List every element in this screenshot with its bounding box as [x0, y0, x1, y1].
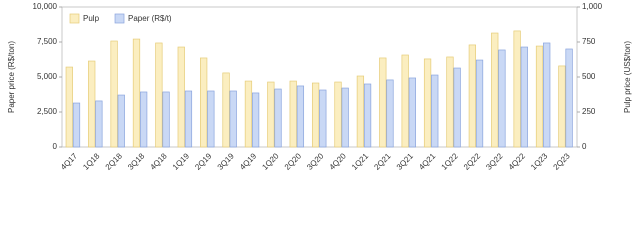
x-tick-label: 2Q21 [372, 151, 393, 172]
y-tick-label: 2,500 [37, 107, 58, 116]
bar [244, 80, 253, 148]
y-tick-label: 0 [53, 142, 58, 151]
bar [386, 79, 394, 148]
bar [423, 58, 432, 148]
bar [401, 54, 409, 148]
bar [251, 92, 260, 148]
x-tick-label: 3Q18 [126, 151, 147, 172]
x-tick-label: 2Q18 [104, 151, 125, 172]
x-tick-label: 1Q21 [350, 151, 371, 172]
x-tick-label: 2Q20 [283, 151, 304, 172]
x-tick-label: 3Q20 [305, 151, 326, 172]
y2-tick-label: 250 [582, 107, 596, 116]
bar [431, 74, 439, 148]
bar [222, 72, 230, 148]
bar [475, 59, 484, 148]
bar [274, 88, 282, 148]
y-axis-title: Paper price (R$/ton) [7, 41, 16, 113]
x-tick-label: 4Q18 [148, 151, 169, 172]
bar [520, 46, 528, 148]
x-tick-label: 2Q23 [552, 151, 573, 172]
bar [408, 77, 416, 148]
bar [88, 60, 96, 148]
bar [200, 57, 208, 148]
bar [334, 81, 342, 148]
legend-swatch [69, 13, 80, 24]
x-tick-label: 4Q21 [417, 151, 438, 172]
x-tick-label: 4Q19 [238, 151, 259, 172]
bar [267, 81, 275, 148]
bar [132, 38, 141, 148]
bar [229, 90, 237, 148]
bar [535, 45, 544, 148]
bar [363, 83, 372, 148]
bar [155, 42, 163, 148]
bar [289, 80, 297, 148]
x-tick-label: 3Q19 [216, 151, 237, 172]
bar [162, 91, 170, 148]
bar [379, 57, 387, 148]
bar [95, 100, 103, 148]
bar [72, 102, 81, 148]
y2-tick-label: 500 [582, 72, 596, 81]
bar [513, 30, 521, 148]
x-tick-label: 1Q19 [171, 151, 192, 172]
bar [319, 89, 327, 148]
bar [468, 44, 476, 148]
legend-swatch [114, 13, 125, 24]
y-tick-label: 5,000 [37, 72, 58, 81]
page: {"chart_data": {"type": "bar", "categori… [7, 2, 633, 172]
bar [341, 87, 349, 148]
y2-tick-label: 0 [582, 142, 587, 151]
bar [177, 46, 185, 148]
bar [110, 40, 118, 148]
legend-label: Pulp [83, 14, 100, 23]
x-tick-label: 3Q22 [484, 151, 505, 172]
y-tick-label: 7,500 [37, 37, 58, 46]
bar [558, 65, 566, 148]
x-tick-label: 4Q22 [507, 151, 528, 172]
bar [498, 49, 506, 148]
bar [207, 90, 215, 148]
legend-label: Paper (R$/t) [128, 14, 172, 23]
bar [311, 82, 320, 148]
bar [140, 91, 148, 148]
x-tick-label: 1Q18 [81, 151, 102, 172]
y2-tick-label: 1,000 [582, 2, 603, 11]
bar [117, 94, 125, 148]
bar [65, 66, 73, 148]
x-tick-label: 1Q20 [260, 151, 281, 172]
bar [453, 67, 461, 148]
x-tick-label: 2Q19 [193, 151, 214, 172]
bar [356, 75, 365, 148]
x-tick-label: 1Q23 [529, 151, 550, 172]
y-tick-label: 10,000 [33, 2, 58, 11]
x-tick-label: 3Q21 [395, 151, 416, 172]
bar [184, 90, 193, 148]
bar [543, 42, 551, 148]
x-tick-label: 2Q22 [462, 151, 483, 172]
bar [446, 56, 454, 148]
chart: Paper price (R$/ton) Pulp price (US$/ton… [7, 2, 632, 172]
bar [296, 85, 305, 148]
x-tick-label: 1Q22 [440, 151, 461, 172]
y2-axis-title: Pulp price (US$/ton) [623, 41, 632, 113]
x-tick-label: 4Q17 [59, 151, 80, 172]
x-tick-label: 4Q20 [328, 151, 349, 172]
bar [491, 32, 499, 148]
bar [565, 48, 573, 148]
y2-tick-label: 750 [582, 37, 596, 46]
